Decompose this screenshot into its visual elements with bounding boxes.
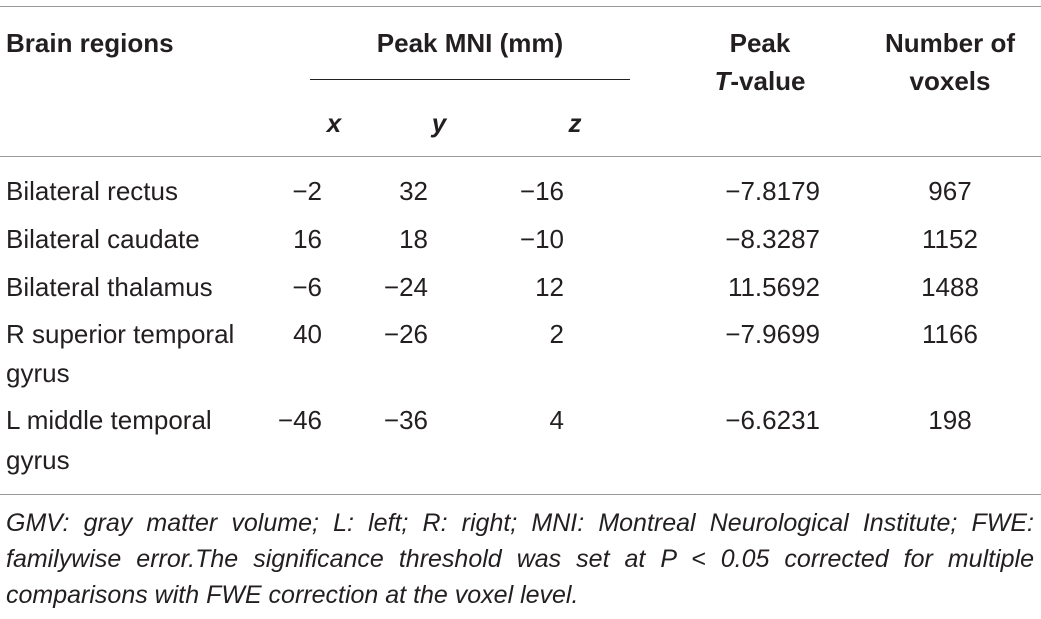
- header-voxels-line2: voxels: [909, 66, 991, 96]
- row-region: Bilateral thalamus: [6, 272, 213, 302]
- row-region: Bilateral rectus: [6, 176, 178, 206]
- row-region-continued: gyrus: [6, 358, 70, 388]
- row-voxels: 198: [928, 405, 972, 435]
- row-y: −36: [383, 405, 428, 435]
- header-bottom-rule: [0, 156, 1041, 157]
- header-peak-mni: Peak MNI (mm): [376, 28, 564, 58]
- row-z: −16: [519, 176, 564, 206]
- row-x: 16: [293, 224, 322, 254]
- row-y: −26: [383, 319, 428, 349]
- header-x: x: [326, 108, 342, 138]
- row-region: R superior temporal: [6, 319, 235, 349]
- row-voxels: 1152: [922, 224, 978, 254]
- row-t-value: −7.8179: [725, 176, 820, 206]
- header-y: y: [431, 108, 447, 138]
- row-x: 40: [293, 319, 322, 349]
- row-voxels: 967: [928, 176, 972, 206]
- table-top-rule: [0, 6, 1041, 7]
- header-brain-regions: Brain regions: [6, 28, 174, 58]
- row-x: −2: [292, 176, 322, 206]
- row-t-value: 11.5692: [727, 272, 820, 302]
- header-voxels-line1: Number of: [885, 28, 1015, 58]
- header-peak-t-line2: T-value: [680, 62, 840, 100]
- row-y: 32: [399, 176, 428, 206]
- row-x: −46: [277, 405, 322, 435]
- row-voxels: 1166: [922, 319, 978, 349]
- table-bottom-rule: [0, 494, 1041, 495]
- row-t-value: −6.6231: [725, 405, 820, 435]
- row-y: −24: [383, 272, 428, 302]
- row-voxels: 1488: [921, 272, 979, 302]
- row-y: 18: [399, 224, 428, 254]
- row-z: 4: [549, 405, 564, 435]
- header-t-rest: -value: [730, 66, 806, 96]
- row-region: L middle temporal: [6, 405, 212, 435]
- row-z: −10: [519, 224, 564, 254]
- row-z: 2: [549, 319, 564, 349]
- row-x: −6: [292, 272, 322, 302]
- row-z: 12: [535, 272, 564, 302]
- mni-subheader-rule: [310, 79, 630, 80]
- row-t-value: −8.3287: [725, 224, 820, 254]
- row-region-continued: gyrus: [6, 445, 70, 475]
- header-peak-t-line1: Peak: [729, 28, 791, 58]
- row-region: Bilateral caudate: [6, 224, 200, 254]
- row-t-value: −7.9699: [725, 319, 820, 349]
- header-z: z: [568, 108, 582, 138]
- header-t-italic: T: [714, 66, 731, 96]
- table-footnote: GMV: gray matter volume; L: left; R: rig…: [6, 509, 1034, 609]
